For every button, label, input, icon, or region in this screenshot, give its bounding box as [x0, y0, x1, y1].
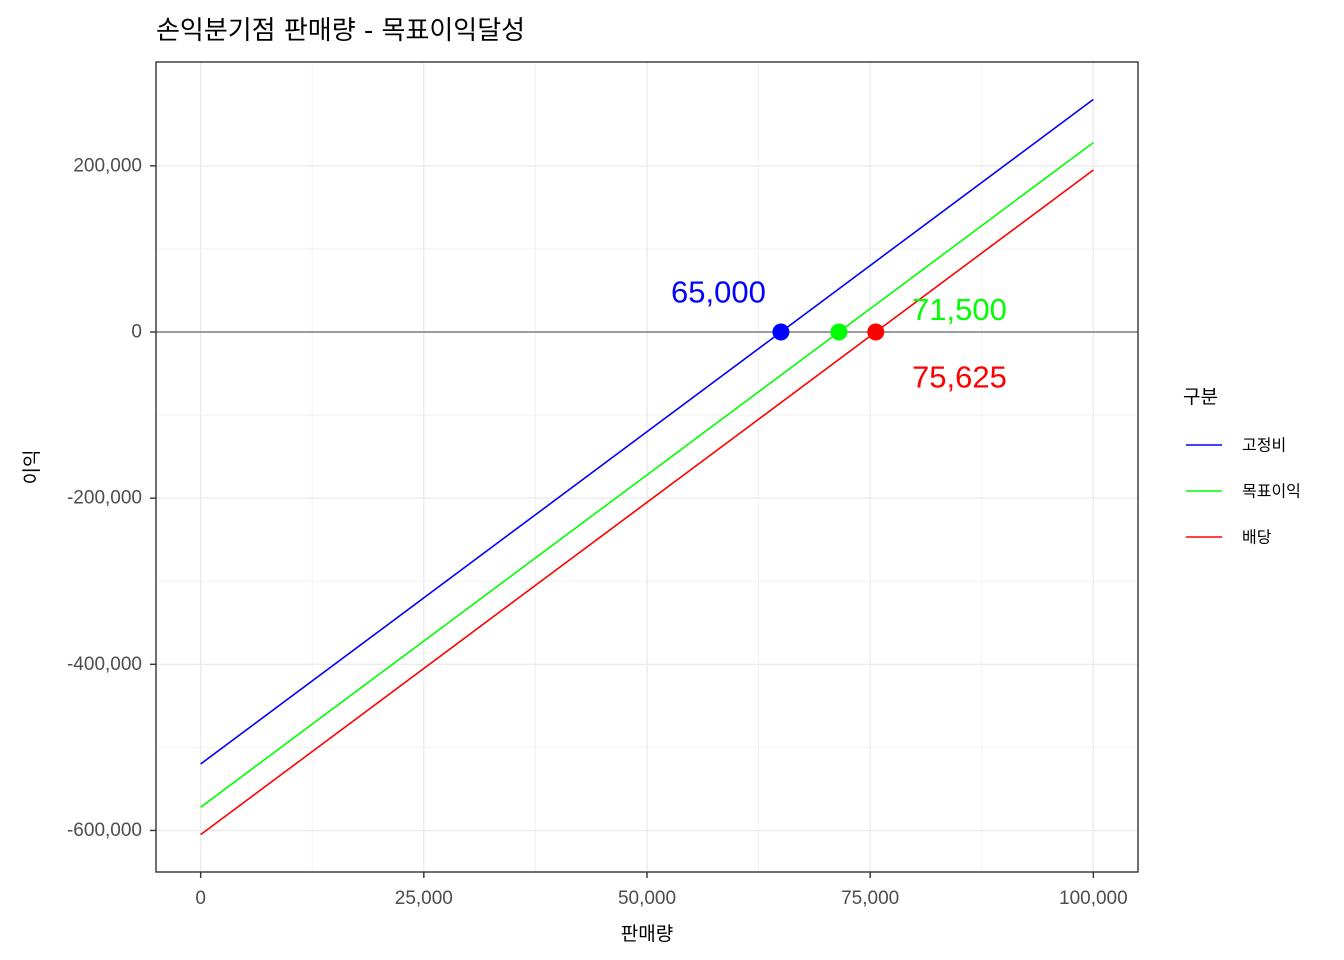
major-gridlines: [156, 62, 1138, 872]
series-line-2: [200, 169, 1094, 836]
x-tick-label: 0: [195, 888, 206, 909]
legend-label-0: 고정비: [1242, 436, 1286, 455]
break-even-point-1: [830, 323, 848, 341]
break-even-point-0: [772, 323, 790, 341]
x-axis-title: 판매량: [621, 923, 673, 945]
y-axis-title: 이익: [21, 450, 43, 485]
y-tick-label: -600,000: [67, 820, 142, 841]
y-tick-label: -400,000: [67, 654, 142, 675]
x-tick-label: 50,000: [618, 888, 676, 909]
y-tick-label: -200,000: [67, 488, 142, 509]
chart-title: 손익분기점 판매량 - 목표이익달성: [156, 16, 525, 46]
point-label-0: 65,000: [671, 275, 766, 310]
y-tick-label: 200,000: [73, 155, 142, 176]
y-axis: -600,000 -400,000 -200,000 0 200,000: [67, 155, 156, 841]
y-tick-label: 0: [131, 322, 142, 343]
series-lines: [200, 98, 1094, 836]
point-labels: 65,000 71,500 75,625: [671, 275, 1007, 395]
x-axis: 0 25,000 50,000 75,000 100,000: [195, 872, 1128, 909]
legend-label-1: 목표이익: [1242, 482, 1301, 501]
series-line-1: [200, 141, 1094, 808]
legend-title: 구분: [1183, 386, 1218, 408]
break-even-point-2: [867, 323, 885, 341]
legend-label-2: 배당: [1242, 528, 1272, 547]
x-tick-label: 25,000: [395, 888, 453, 909]
break-even-points: [772, 323, 885, 341]
series-line-0: [200, 98, 1094, 765]
x-tick-label: 100,000: [1059, 888, 1128, 909]
point-label-2: 75,625: [912, 359, 1007, 394]
point-label-1: 71,500: [912, 292, 1007, 327]
x-tick-label: 75,000: [841, 888, 899, 909]
